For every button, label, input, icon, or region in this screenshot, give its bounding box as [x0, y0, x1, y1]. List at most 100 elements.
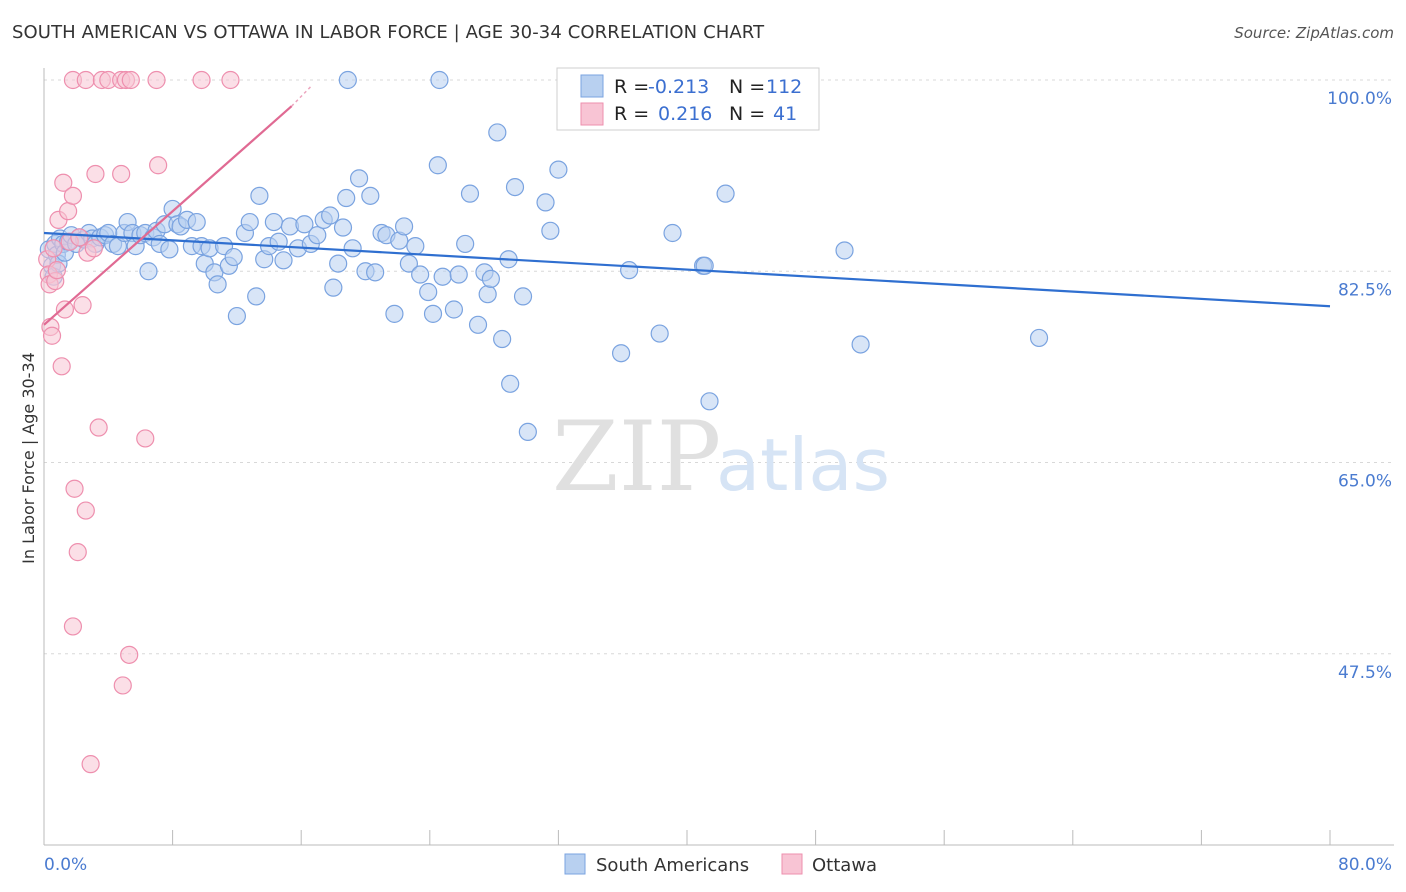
south-americans-point-115 — [851, 335, 870, 354]
south-americans-point-94 — [488, 123, 507, 142]
south-americans-point-39 — [187, 212, 206, 232]
south-americans-point-95 — [493, 329, 512, 349]
x-tick-labels: 0.0% 80.0% — [44, 855, 1392, 875]
south-americans-point-86 — [444, 300, 464, 319]
south-americans-point-81 — [411, 265, 430, 284]
ottawa-point-21 — [89, 418, 108, 437]
ottawa-point-38 — [221, 70, 240, 90]
south-americans-point-73 — [366, 263, 385, 282]
south-americans-point-57 — [274, 251, 293, 270]
south-americans-point-51 — [247, 287, 266, 306]
south-americans-point-72 — [361, 186, 380, 205]
ottawa-point-23 — [113, 676, 132, 695]
legend-r-value-blue: -0.213 — [648, 76, 709, 98]
ottawa-point-11 — [59, 202, 78, 221]
ottawa-point-9 — [54, 173, 73, 192]
south-americans-point-80 — [406, 237, 425, 256]
south-americans-point-104 — [338, 70, 357, 90]
south-americans-point-98 — [505, 178, 525, 197]
south-americans-point-88 — [456, 234, 475, 254]
ottawa-point-36 — [147, 70, 166, 90]
south-americans-point-62 — [308, 226, 327, 245]
ottawa-point-16 — [73, 296, 92, 315]
source-note: Source: ZipAtlas.com — [1234, 24, 1394, 42]
south-americans-point-102 — [541, 221, 560, 240]
ottawa-point-26 — [149, 156, 168, 175]
y-tick-label-0: 47.5% — [1338, 663, 1392, 683]
y-tick-label-2: 82.5% — [1338, 280, 1392, 300]
south-americans-point-87 — [449, 265, 468, 284]
x-tick-label-max: 80.0% — [1338, 855, 1392, 875]
ottawa-point-4 — [42, 326, 62, 345]
ottawa-point-39 — [70, 228, 89, 247]
y-tick-label-1: 65.0% — [1338, 472, 1392, 492]
ottawa-point-25 — [136, 429, 155, 448]
ottawa-point-19 — [84, 239, 103, 258]
south-americans-point-99 — [513, 287, 533, 306]
south-americans-point-113 — [716, 184, 735, 203]
south-americans-point-116 — [1029, 328, 1049, 348]
axes — [43, 68, 1394, 846]
south-americans-point-76 — [385, 304, 404, 323]
south-americans-point-44 — [208, 275, 227, 294]
south-americans-point-69 — [343, 239, 362, 258]
south-americans-point-83 — [423, 304, 443, 323]
y-axis-title: In Labor Force | Age 30-34 — [19, 352, 38, 564]
south-americans-point-90 — [468, 315, 488, 334]
watermark-zip: ZIP — [552, 401, 721, 513]
y-tick-labels: 47.5% 65.0% 82.5% 100.0% — [1327, 89, 1392, 683]
ottawa-point-27 — [63, 617, 83, 636]
ottawa-point-10 — [55, 300, 74, 319]
legend-r-value-pink: 0.216 — [658, 103, 712, 125]
legend-n-value-blue: 112 — [766, 76, 802, 98]
ottawa-point-15 — [68, 543, 87, 562]
south-americans-point-85 — [433, 267, 452, 286]
south-americans-point-92 — [478, 285, 497, 304]
chart-title: SOUTH AMERICAN VS OTTAWA IN LABOR FORCE … — [12, 22, 765, 43]
ottawa-point-28 — [81, 755, 100, 774]
south-americans-point-100 — [518, 422, 537, 441]
south-americans-point-105 — [430, 70, 449, 90]
south-americans-point-34 — [163, 199, 182, 219]
y-tick-label-3: 100.0% — [1327, 89, 1392, 109]
ottawa-point-14 — [65, 479, 84, 498]
ottawa-point-37 — [192, 70, 211, 90]
legend-swatch-blue — [580, 74, 604, 98]
grid-lines — [44, 79, 1394, 655]
bottom-legend-swatch-pink — [781, 853, 803, 875]
series-south-americans — [39, 70, 1049, 441]
legend-r-label-pink: R = — [614, 103, 649, 125]
south-americans-point-28 — [139, 262, 158, 281]
ottawa-point-13 — [63, 186, 83, 205]
legend-n-label-blue: N = — [729, 76, 765, 98]
bottom-legend-swatch-blue — [564, 853, 586, 875]
series-ottawa — [38, 70, 240, 774]
ottawa-point-24 — [120, 645, 139, 664]
ottawa-point-20 — [86, 164, 105, 184]
south-americans-point-107 — [611, 344, 631, 363]
south-americans-point-70 — [349, 169, 369, 188]
watermark-atlas: atlas — [716, 423, 890, 507]
south-americans-point-48 — [227, 306, 246, 326]
ottawa-point-30 — [76, 70, 95, 90]
south-americans-point-103 — [549, 160, 568, 179]
south-americans-point-67 — [333, 218, 353, 237]
south-americans-point-108 — [650, 324, 669, 343]
south-americans-point-65 — [324, 278, 343, 297]
bottom-legend-label-south-americans: South Americans — [596, 855, 749, 876]
south-americans-point-93 — [481, 269, 500, 288]
ottawa-point-8 — [52, 357, 71, 376]
south-americans-point-89 — [460, 184, 480, 203]
legend-r-label-blue: R = — [614, 76, 649, 98]
trend-line-ottawa — [43, 105, 293, 326]
south-americans-point-66 — [329, 254, 348, 273]
south-americans-point-60 — [295, 215, 314, 234]
trend-line-ottawa-extension — [291, 86, 312, 107]
ottawa-point-40 — [47, 261, 66, 280]
ottawa-point-22 — [112, 164, 131, 184]
legend-swatch-pink — [580, 102, 604, 126]
south-americans-point-55 — [264, 212, 283, 232]
south-americans-point-101 — [536, 193, 555, 212]
south-americans-point-68 — [337, 188, 356, 208]
